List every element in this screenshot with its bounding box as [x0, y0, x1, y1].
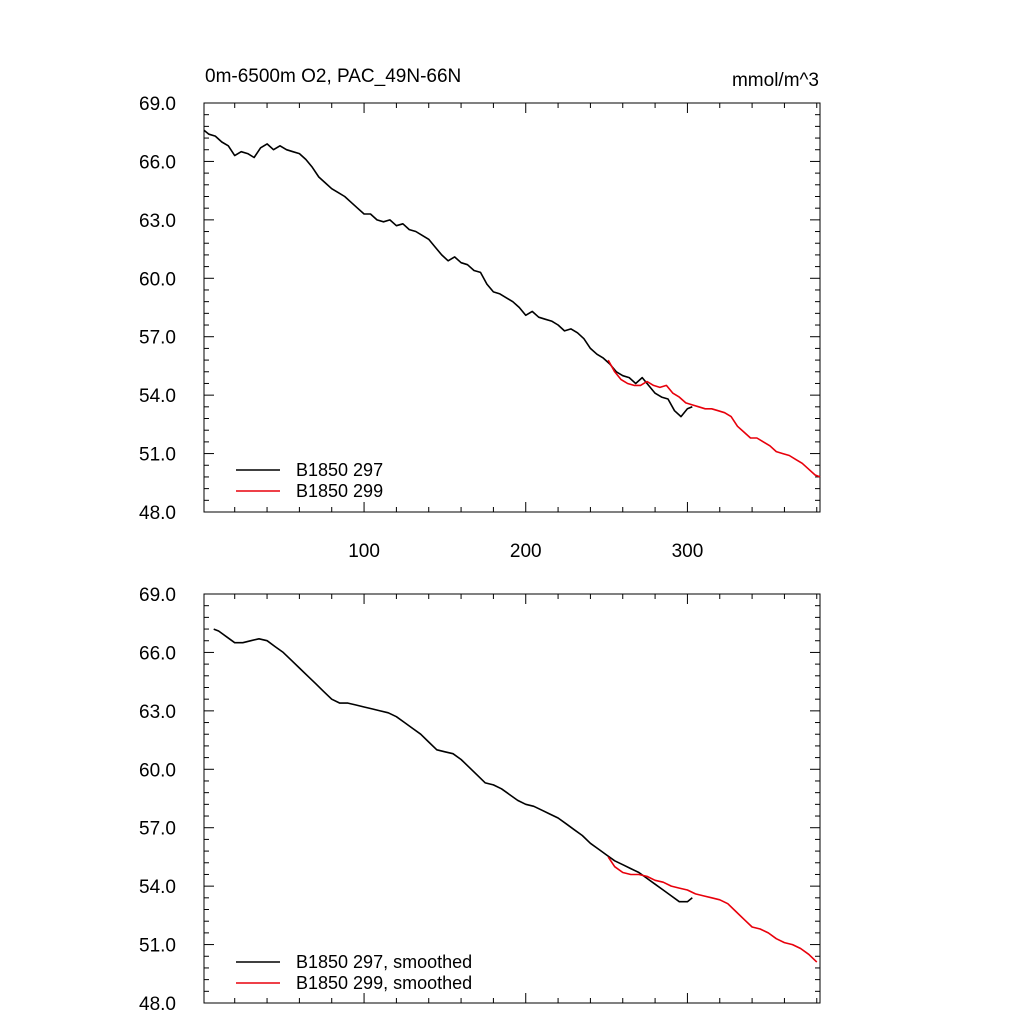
y-tick-label: 54.0 [139, 386, 176, 407]
y-tick-label: 66.0 [139, 643, 176, 664]
legend-label: B1850 299 [296, 481, 383, 501]
top-panel: 48.0 51.0 54.0 57.0 60.0 63.0 66.0 69.0 100 200 30… [139, 94, 821, 562]
y-tick-label: 57.0 [139, 328, 176, 349]
x-tick-label: 100 [348, 541, 380, 562]
chart-title: 0m-6500m O2, PAC_49N-66N [205, 66, 461, 87]
plot-frame [203, 593, 821, 1004]
x-tick-label: 300 [672, 541, 704, 562]
y-tick-label: 69.0 [139, 585, 176, 606]
y-tick-label: 63.0 [139, 211, 176, 232]
legend-label: B1850 297, smoothed [296, 952, 472, 972]
plot-frame [203, 102, 821, 513]
bottom-panel: 48.0 51.0 54.0 57.0 60.0 63.0 66.0 69.0 B1850 29… [139, 585, 821, 1015]
series-line [203, 129, 693, 418]
legend-label: B1850 297 [296, 460, 383, 480]
y-tick-label: 60.0 [139, 760, 176, 781]
y-tick-label: 54.0 [139, 877, 176, 898]
y-tick-label: 48.0 [139, 503, 176, 524]
legend-label: B1850 299, smoothed [296, 973, 472, 993]
y-tick-label: 66.0 [139, 152, 176, 173]
x-tick-label: 200 [510, 541, 542, 562]
y-tick-label: 48.0 [139, 994, 176, 1015]
units-label: mmol/m^3 [732, 70, 819, 91]
y-tick-label: 51.0 [139, 936, 176, 957]
y-tick-label: 60.0 [139, 269, 176, 290]
series-line [607, 359, 821, 478]
y-tick-label: 57.0 [139, 819, 176, 840]
y-tick-label: 51.0 [139, 445, 176, 466]
y-tick-label: 63.0 [139, 702, 176, 723]
series-line [213, 628, 693, 903]
series-line [607, 856, 818, 963]
y-tick-label: 69.0 [139, 94, 176, 115]
